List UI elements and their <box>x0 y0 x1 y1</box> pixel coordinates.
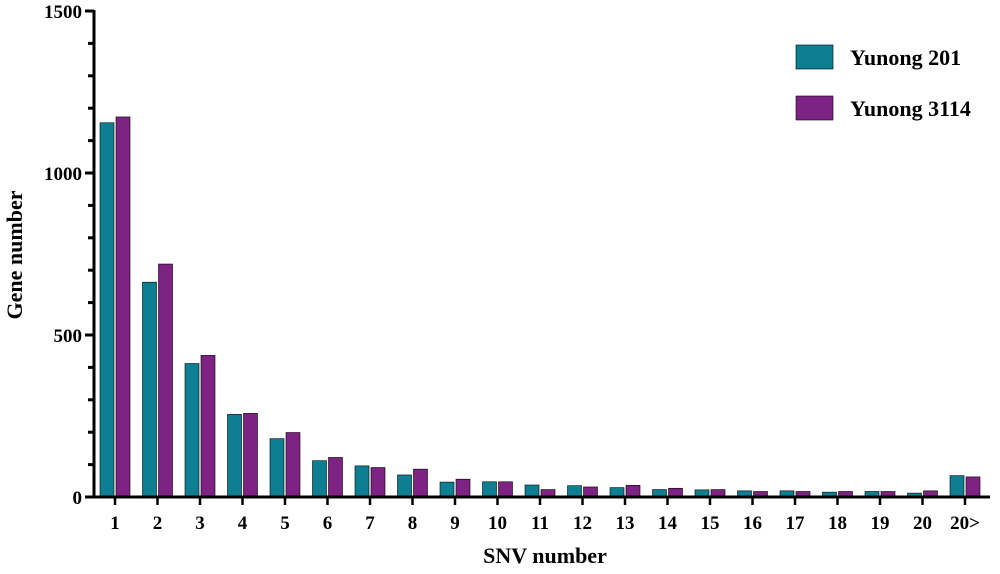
x-tick-label: 2 <box>153 513 163 534</box>
x-tick-label: 15 <box>701 513 720 534</box>
bar-series-1 <box>397 474 412 498</box>
bar-series-2 <box>243 413 258 498</box>
bar-series-2 <box>413 468 428 498</box>
x-tick-label: 12 <box>573 513 592 534</box>
bar-series-1 <box>184 363 200 498</box>
bar-series-2 <box>115 116 131 498</box>
bar-series-2 <box>200 355 216 498</box>
y-axis-ticks: 0 500 1000 1500 <box>44 2 94 509</box>
bar-series-1 <box>142 281 157 498</box>
x-tick-label: 13 <box>616 513 635 534</box>
legend: Yunong 201 Yunong 3114 <box>795 44 971 121</box>
legend-label: Yunong 3114 <box>850 96 971 121</box>
x-tick-label: 1 <box>110 513 120 534</box>
bar-series-2 <box>328 457 343 498</box>
bar-series-2 <box>370 467 386 498</box>
bar-series-2 <box>583 486 598 498</box>
bar-series-1 <box>524 484 540 498</box>
y-tick-label: 500 <box>54 326 83 347</box>
x-axis-ticks: 1 2 3 4 5 6 7 8 9 10 11 12 13 14 15 16 17 18 19 20 20> <box>110 497 980 534</box>
x-tick-label: 20> <box>950 513 980 534</box>
x-tick-label: 18 <box>828 513 847 534</box>
x-tick-label: 11 <box>531 513 549 534</box>
legend-swatch <box>795 44 834 70</box>
x-tick-label: 14 <box>658 513 678 534</box>
x-tick-label: 6 <box>323 513 333 534</box>
bar-series-2 <box>158 263 173 498</box>
bar-series-1 <box>312 460 327 498</box>
bar-series-1 <box>354 465 370 498</box>
bar-series-1 <box>482 481 497 498</box>
x-tick-label: 9 <box>450 513 460 534</box>
y-tick-label: 1000 <box>44 164 82 185</box>
bar-series-2 <box>965 476 981 498</box>
x-tick-label: 4 <box>238 513 248 534</box>
x-tick-label: 7 <box>365 513 375 534</box>
x-axis-title: SNV number <box>483 543 607 568</box>
x-tick-label: 10 <box>488 513 507 534</box>
x-tick-label: 19 <box>871 513 890 534</box>
y-axis-title: Gene number <box>2 190 27 319</box>
bar-series-1 <box>269 438 285 498</box>
bar-series-2 <box>285 432 301 498</box>
bar-series-2 <box>625 485 641 498</box>
legend-label: Yunong 201 <box>850 45 961 70</box>
x-tick-label: 8 <box>408 513 418 534</box>
y-tick-label: 1500 <box>44 2 82 23</box>
bar-series-2 <box>455 478 471 498</box>
bar-series-1 <box>227 414 242 498</box>
x-tick-label: 20 <box>913 513 932 534</box>
x-tick-label: 5 <box>280 513 290 534</box>
bar-series-1 <box>949 475 965 498</box>
x-tick-label: 3 <box>195 513 205 534</box>
x-tick-label: 17 <box>786 513 806 534</box>
x-tick-label: 16 <box>743 513 762 534</box>
legend-swatch <box>795 95 834 121</box>
y-tick-label: 0 <box>73 488 83 509</box>
bars <box>99 116 981 498</box>
bar-series-1 <box>567 485 582 498</box>
bar-series-1 <box>439 481 455 498</box>
bar-series-2 <box>498 481 513 498</box>
bar-series-1 <box>99 122 115 498</box>
